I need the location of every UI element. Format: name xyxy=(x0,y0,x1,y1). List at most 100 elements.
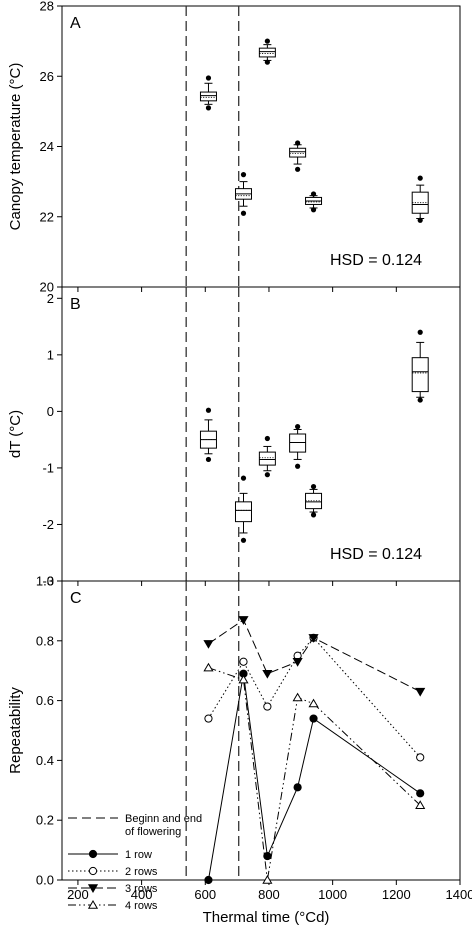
series-4-rows xyxy=(203,662,426,884)
y-tick-label: -1 xyxy=(42,460,54,475)
data-point xyxy=(263,851,272,861)
y-tick-label: -2 xyxy=(42,517,54,532)
x-tick-label: 1200 xyxy=(382,887,411,902)
legend-marker xyxy=(88,849,98,859)
outlier-point xyxy=(205,75,212,81)
y-tick-label: 0.2 xyxy=(36,813,54,828)
box-1275 xyxy=(411,329,429,403)
legend-marker xyxy=(87,884,99,893)
series-line xyxy=(208,667,421,881)
outlier-point xyxy=(240,172,247,178)
outlier-point xyxy=(310,207,317,213)
legend-entry: 2 rows xyxy=(68,866,158,878)
outlier-point xyxy=(295,463,301,469)
data-point xyxy=(203,640,214,649)
data-point xyxy=(238,674,249,684)
y-tick-label: 0.8 xyxy=(36,633,54,648)
box-body xyxy=(199,91,217,102)
outlier-point xyxy=(417,397,423,403)
y-tick-label: 26 xyxy=(40,69,54,84)
data-point xyxy=(204,714,213,723)
outlier-point xyxy=(264,38,270,44)
data-point xyxy=(308,698,319,708)
y-tick-label: 0.4 xyxy=(36,753,54,768)
y-tick-label: 0.0 xyxy=(36,873,54,888)
outlier-point xyxy=(310,512,317,518)
x-tick-label: 400 xyxy=(131,887,153,902)
panel-B: -3 -2 -1 0 1 2 dT (°C) B HSD = 0.124 xyxy=(7,286,461,589)
box-610 xyxy=(199,75,217,111)
box-890 xyxy=(289,424,307,469)
data-point xyxy=(292,692,303,702)
outlier-point xyxy=(295,424,301,430)
outlier-point xyxy=(205,407,212,413)
data-point xyxy=(415,687,426,697)
y-tick-label: 28 xyxy=(40,0,54,14)
box-795 xyxy=(258,435,276,478)
panel-letter: A xyxy=(70,15,81,32)
panel-letter: B xyxy=(70,296,81,313)
data-point xyxy=(204,875,213,885)
box-body xyxy=(289,433,307,453)
box-610 xyxy=(199,407,217,463)
legend-label: of flowering xyxy=(125,826,181,838)
y-tick-label: 1.0 xyxy=(36,574,54,589)
data-point xyxy=(309,714,318,723)
x-tick-label: 800 xyxy=(258,887,280,902)
box-940 xyxy=(305,191,323,213)
hsd-annotation: HSD = 0.124 xyxy=(330,252,422,269)
box-body xyxy=(258,451,276,466)
x-axis-title: Thermal time (°Cd) xyxy=(203,909,330,926)
x-tick-label: 200 xyxy=(67,887,89,902)
data-point xyxy=(262,669,273,679)
panel-frame xyxy=(61,580,461,881)
outlier-point xyxy=(417,217,423,223)
x-tick-label: 1400 xyxy=(446,887,472,902)
y-axis-title: dT (°C) xyxy=(7,410,24,458)
data-point xyxy=(415,800,426,809)
outlier-point xyxy=(295,166,301,172)
y-tick-label: 1 xyxy=(47,347,54,362)
panel-letter: C xyxy=(70,590,82,607)
box-1275 xyxy=(411,175,429,223)
legend-label: 2 rows xyxy=(125,866,158,878)
data-point xyxy=(293,783,302,792)
outlier-point xyxy=(264,59,270,65)
data-point xyxy=(239,657,248,666)
box-795 xyxy=(258,38,276,65)
outlier-point xyxy=(240,475,247,481)
outlier-point xyxy=(417,329,423,335)
box-body xyxy=(234,501,252,523)
box-body xyxy=(411,357,429,393)
series-line xyxy=(207,673,421,881)
legend-label: Beginn and end xyxy=(125,813,202,825)
y-axis-title: Repeatability xyxy=(7,687,24,774)
y-tick-label: 24 xyxy=(40,139,54,154)
outlier-point xyxy=(417,175,423,181)
y-axis-title: Canopy temperature (°C) xyxy=(7,63,24,231)
box-720 xyxy=(234,475,252,543)
panel-C: 0.0 0.2 0.4 0.6 0.8 1.0 200 400 600 800 1000 1200 14… xyxy=(7,574,472,913)
outlier-point xyxy=(310,191,317,197)
hsd-annotation: HSD = 0.124 xyxy=(330,546,422,563)
outlier-point xyxy=(295,140,301,146)
series-3-rows xyxy=(203,616,426,697)
legend-entry: 3 rows xyxy=(68,883,158,895)
data-point xyxy=(262,875,273,884)
legend-entry: 1 row xyxy=(68,849,152,861)
x-tick-label: 600 xyxy=(194,887,216,902)
panel-A: 20 22 24 26 28 Canopy temperature (°C) A HSD = … xyxy=(7,0,461,295)
data-point xyxy=(416,789,425,798)
series-1-row xyxy=(204,669,425,885)
outlier-point xyxy=(264,472,270,478)
y-tick-label: -3 xyxy=(42,574,54,589)
outlier-point xyxy=(264,435,270,442)
legend-label: 4 rows xyxy=(125,900,158,912)
data-point xyxy=(308,634,319,643)
outlier-point xyxy=(240,210,247,216)
y-tick-label: 0 xyxy=(47,404,54,419)
series-line xyxy=(208,637,421,758)
